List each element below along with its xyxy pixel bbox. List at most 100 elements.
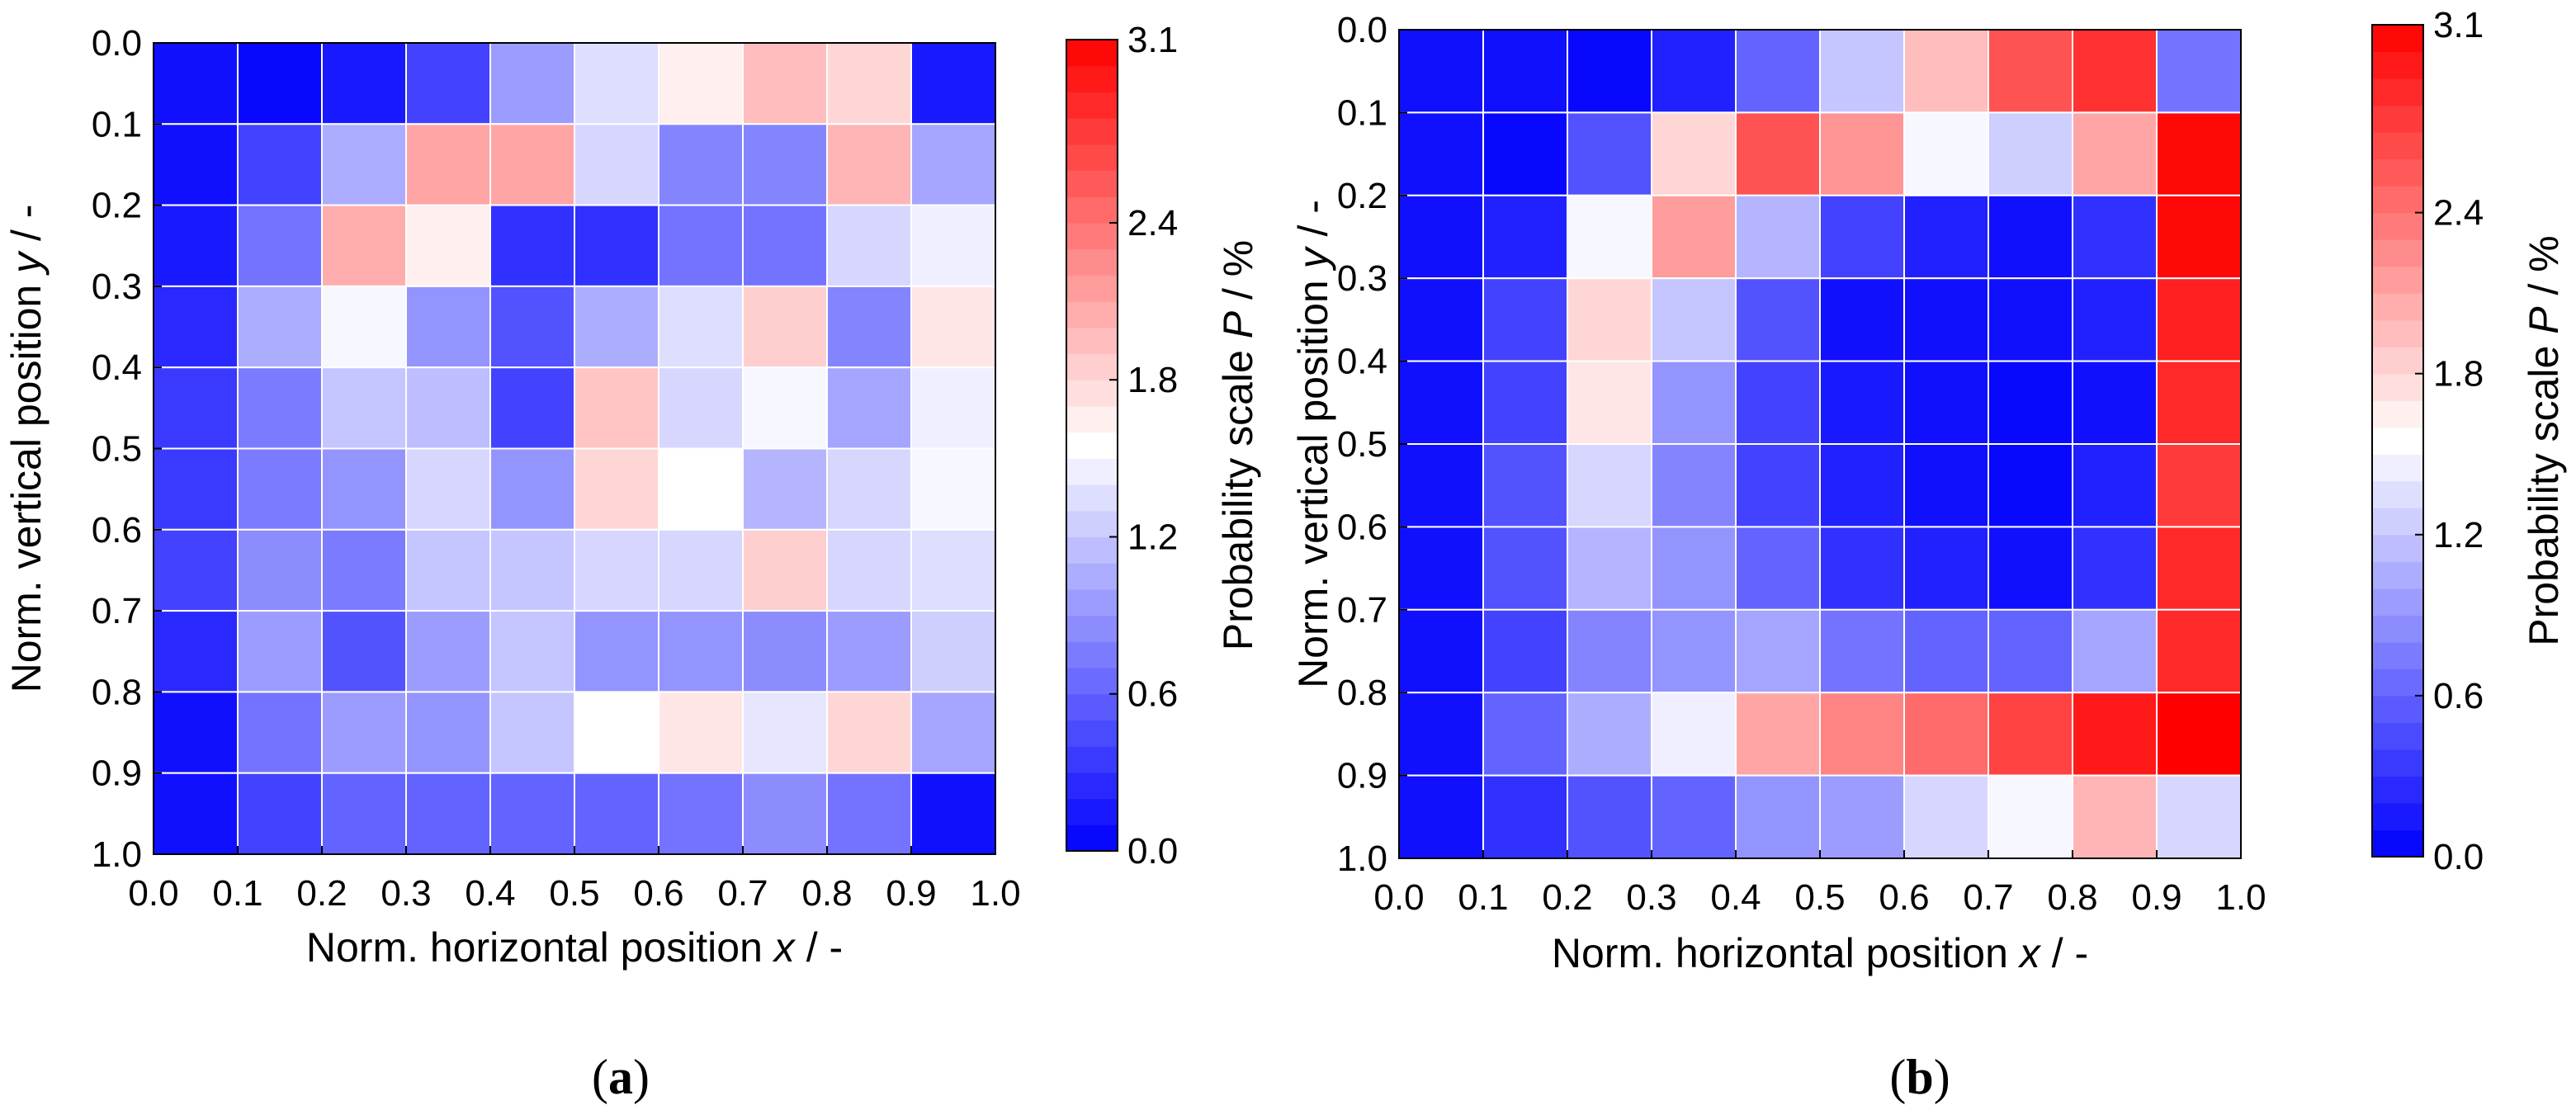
x-tick-label: 0.7 — [717, 873, 768, 914]
colorbar-band — [2372, 776, 2423, 804]
colorbar-band — [2372, 293, 2423, 321]
heatmap-cell — [1735, 526, 1821, 611]
y-tick-label: 0.3 — [1337, 258, 1387, 299]
x-tick-label: 0.8 — [801, 873, 852, 914]
heatmap-cell — [321, 447, 407, 531]
colorbar-tick-label: 3.1 — [2433, 5, 2484, 45]
heatmap-cell — [1567, 608, 1652, 694]
y-tick-label: 0.6 — [92, 510, 142, 550]
heatmap-cell — [1651, 692, 1737, 777]
colorbar-band — [2372, 347, 2423, 375]
heatmap-cell — [1988, 692, 2073, 777]
colorbar-band — [2372, 641, 2423, 669]
heatmap-cell — [1735, 608, 1821, 694]
colorbar-band — [1066, 798, 1118, 825]
heatmap-cell — [2072, 277, 2158, 362]
heatmap-cell — [1988, 194, 2073, 280]
heatmap-cell — [826, 204, 912, 287]
heatmap-cell — [153, 528, 239, 612]
y-tick-label: 0.3 — [92, 267, 142, 307]
heatmap-cell — [742, 447, 828, 531]
colorbar-band — [1066, 275, 1118, 302]
x-tick-label: 1.0 — [2215, 877, 2266, 918]
heatmap-cell — [1567, 692, 1652, 777]
heatmap-cell — [1398, 360, 1484, 446]
heatmap-cell — [1988, 774, 2073, 859]
heatmap-cell — [2072, 443, 2158, 528]
x-axis-label: Norm. horizontal position x / - — [1552, 930, 2088, 976]
x-tick-label: 0.4 — [1710, 877, 1761, 918]
colorbar-band — [1066, 432, 1118, 459]
y-axis-label: Norm. vertical position y / - — [1290, 200, 1336, 688]
heatmap-cell — [2072, 111, 2158, 196]
heatmap-cell — [658, 528, 744, 612]
heatmap-cell — [2156, 443, 2242, 528]
colorbar-band — [1066, 746, 1118, 773]
heatmap-cell — [574, 610, 659, 693]
colorbar-band — [2372, 266, 2423, 294]
heatmap-cell — [2072, 774, 2158, 859]
heatmap-cell — [489, 366, 575, 450]
heatmap-cell — [1398, 526, 1484, 611]
heatmap-cell — [1567, 526, 1652, 611]
colorbar-label: Probability scale P / % — [2521, 235, 2567, 645]
heatmap-cell — [910, 123, 996, 206]
colorbar-tick-label: 3.1 — [1127, 20, 1178, 60]
heatmap-cell — [1988, 111, 2073, 196]
x-axis-label: Norm. horizontal position x / - — [306, 924, 843, 971]
colorbar-band — [2372, 25, 2423, 53]
heatmap-cell — [405, 204, 491, 287]
heatmap-cell — [1819, 774, 1905, 859]
x-tick-label: 0.5 — [549, 873, 599, 914]
heatmap-cell — [574, 285, 659, 369]
heatmap-cell — [2156, 194, 2242, 280]
colorbar-band — [1066, 40, 1118, 67]
colorbar-band — [1066, 65, 1118, 93]
heatmap-cell — [1819, 277, 1905, 362]
subfigure-label: (b) — [1889, 1050, 1950, 1104]
y-tick-label: 0.1 — [92, 104, 142, 144]
colorbar-band — [1066, 824, 1118, 852]
heatmap-cell — [910, 772, 996, 856]
heatmap-cell — [405, 366, 491, 450]
colorbar-label: Probability scale P / % — [1215, 240, 1261, 650]
colorbar-band — [1066, 510, 1118, 538]
heatmap-cell — [2072, 526, 2158, 611]
colorbar-band — [1066, 248, 1118, 276]
colorbar-band — [2372, 508, 2423, 536]
heatmap-cells — [1398, 29, 2242, 859]
heatmap-cell — [237, 772, 323, 856]
heatmap-cell — [742, 285, 828, 369]
heatmap-cell — [1651, 111, 1737, 196]
heatmap-cell — [1988, 360, 2073, 446]
heatmap-cell — [1735, 111, 1821, 196]
heatmap-cell — [1903, 526, 1989, 611]
heatmap-cell — [1988, 29, 2073, 114]
heatmap-cell — [1819, 443, 1905, 528]
heatmap-cells — [153, 42, 996, 856]
heatmap-cell — [574, 366, 659, 450]
heatmap-cell — [826, 366, 912, 450]
colorbar-band — [2372, 427, 2423, 455]
heatmap-cell — [910, 528, 996, 612]
heatmap-cell — [489, 204, 575, 287]
heatmap-cell — [1819, 608, 1905, 694]
heatmap-cell — [742, 42, 828, 125]
heatmap-cell — [910, 447, 996, 531]
heatmap-cell — [1398, 29, 1484, 114]
heatmap-cell — [742, 691, 828, 774]
heatmap-cell — [826, 42, 912, 125]
heatmap-cell — [742, 528, 828, 612]
heatmap-cell — [826, 528, 912, 612]
colorbar-band — [1066, 693, 1118, 721]
heatmap-cell — [489, 123, 575, 206]
heatmap-cell — [1482, 360, 1568, 446]
heatmap-cell — [1567, 360, 1652, 446]
heatmap-cell — [1651, 526, 1737, 611]
heatmap-cell — [910, 691, 996, 774]
heatmap-cell — [1735, 29, 1821, 114]
panel-b: 0.00.10.20.30.40.50.60.70.80.91.00.0 0.1 0… — [1290, 5, 2567, 1104]
colorbar-band — [2372, 615, 2423, 643]
heatmap-cell — [405, 691, 491, 774]
heatmap-cell — [658, 42, 744, 125]
